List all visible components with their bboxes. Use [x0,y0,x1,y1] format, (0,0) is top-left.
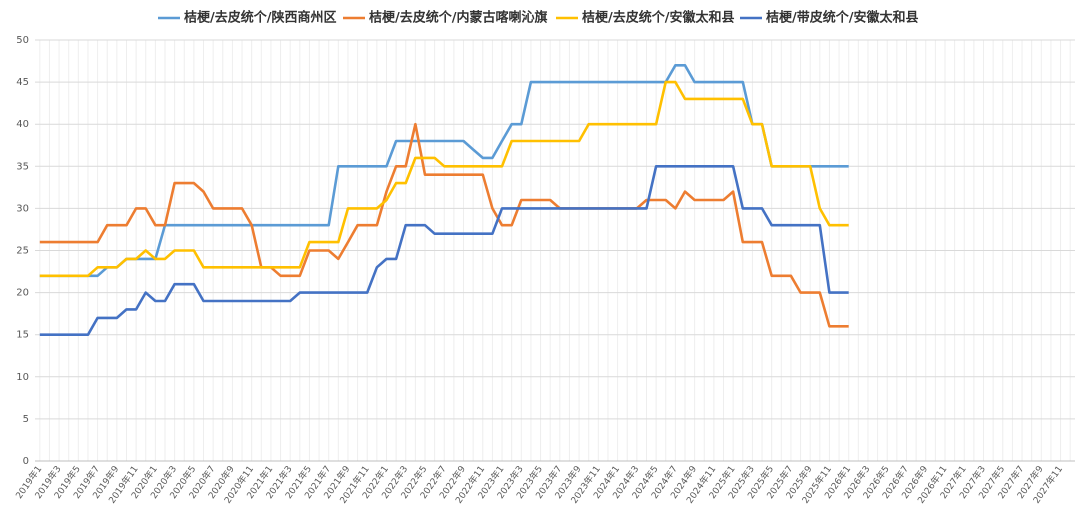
series-line [39,122,849,328]
y-tick-label: 30 [16,203,29,214]
legend-label: 桔梗/去皮统个/陕西商州区 [184,10,337,26]
y-tick-label: 25 [16,246,29,257]
legend-label: 桔梗/带皮统个/安徽太和县 [766,10,919,26]
y-tick-label: 15 [16,330,29,341]
y-tick-label: 45 [16,77,29,88]
series-line [39,165,849,336]
y-tick-label: 40 [16,119,29,130]
y-tick-label: 35 [16,161,29,172]
y-tick-label: 50 [16,35,29,46]
series-line [39,64,849,278]
legend-label: 桔梗/去皮统个/内蒙古喀喇沁旗 [369,10,548,26]
y-tick-label: 20 [16,288,29,299]
y-tick-label: 0 [23,456,29,467]
series-line [39,80,849,278]
legend-label: 桔梗/去皮统个/安徽太和县 [582,10,735,26]
y-tick-label: 10 [16,372,29,383]
y-tick-label: 5 [23,414,29,425]
